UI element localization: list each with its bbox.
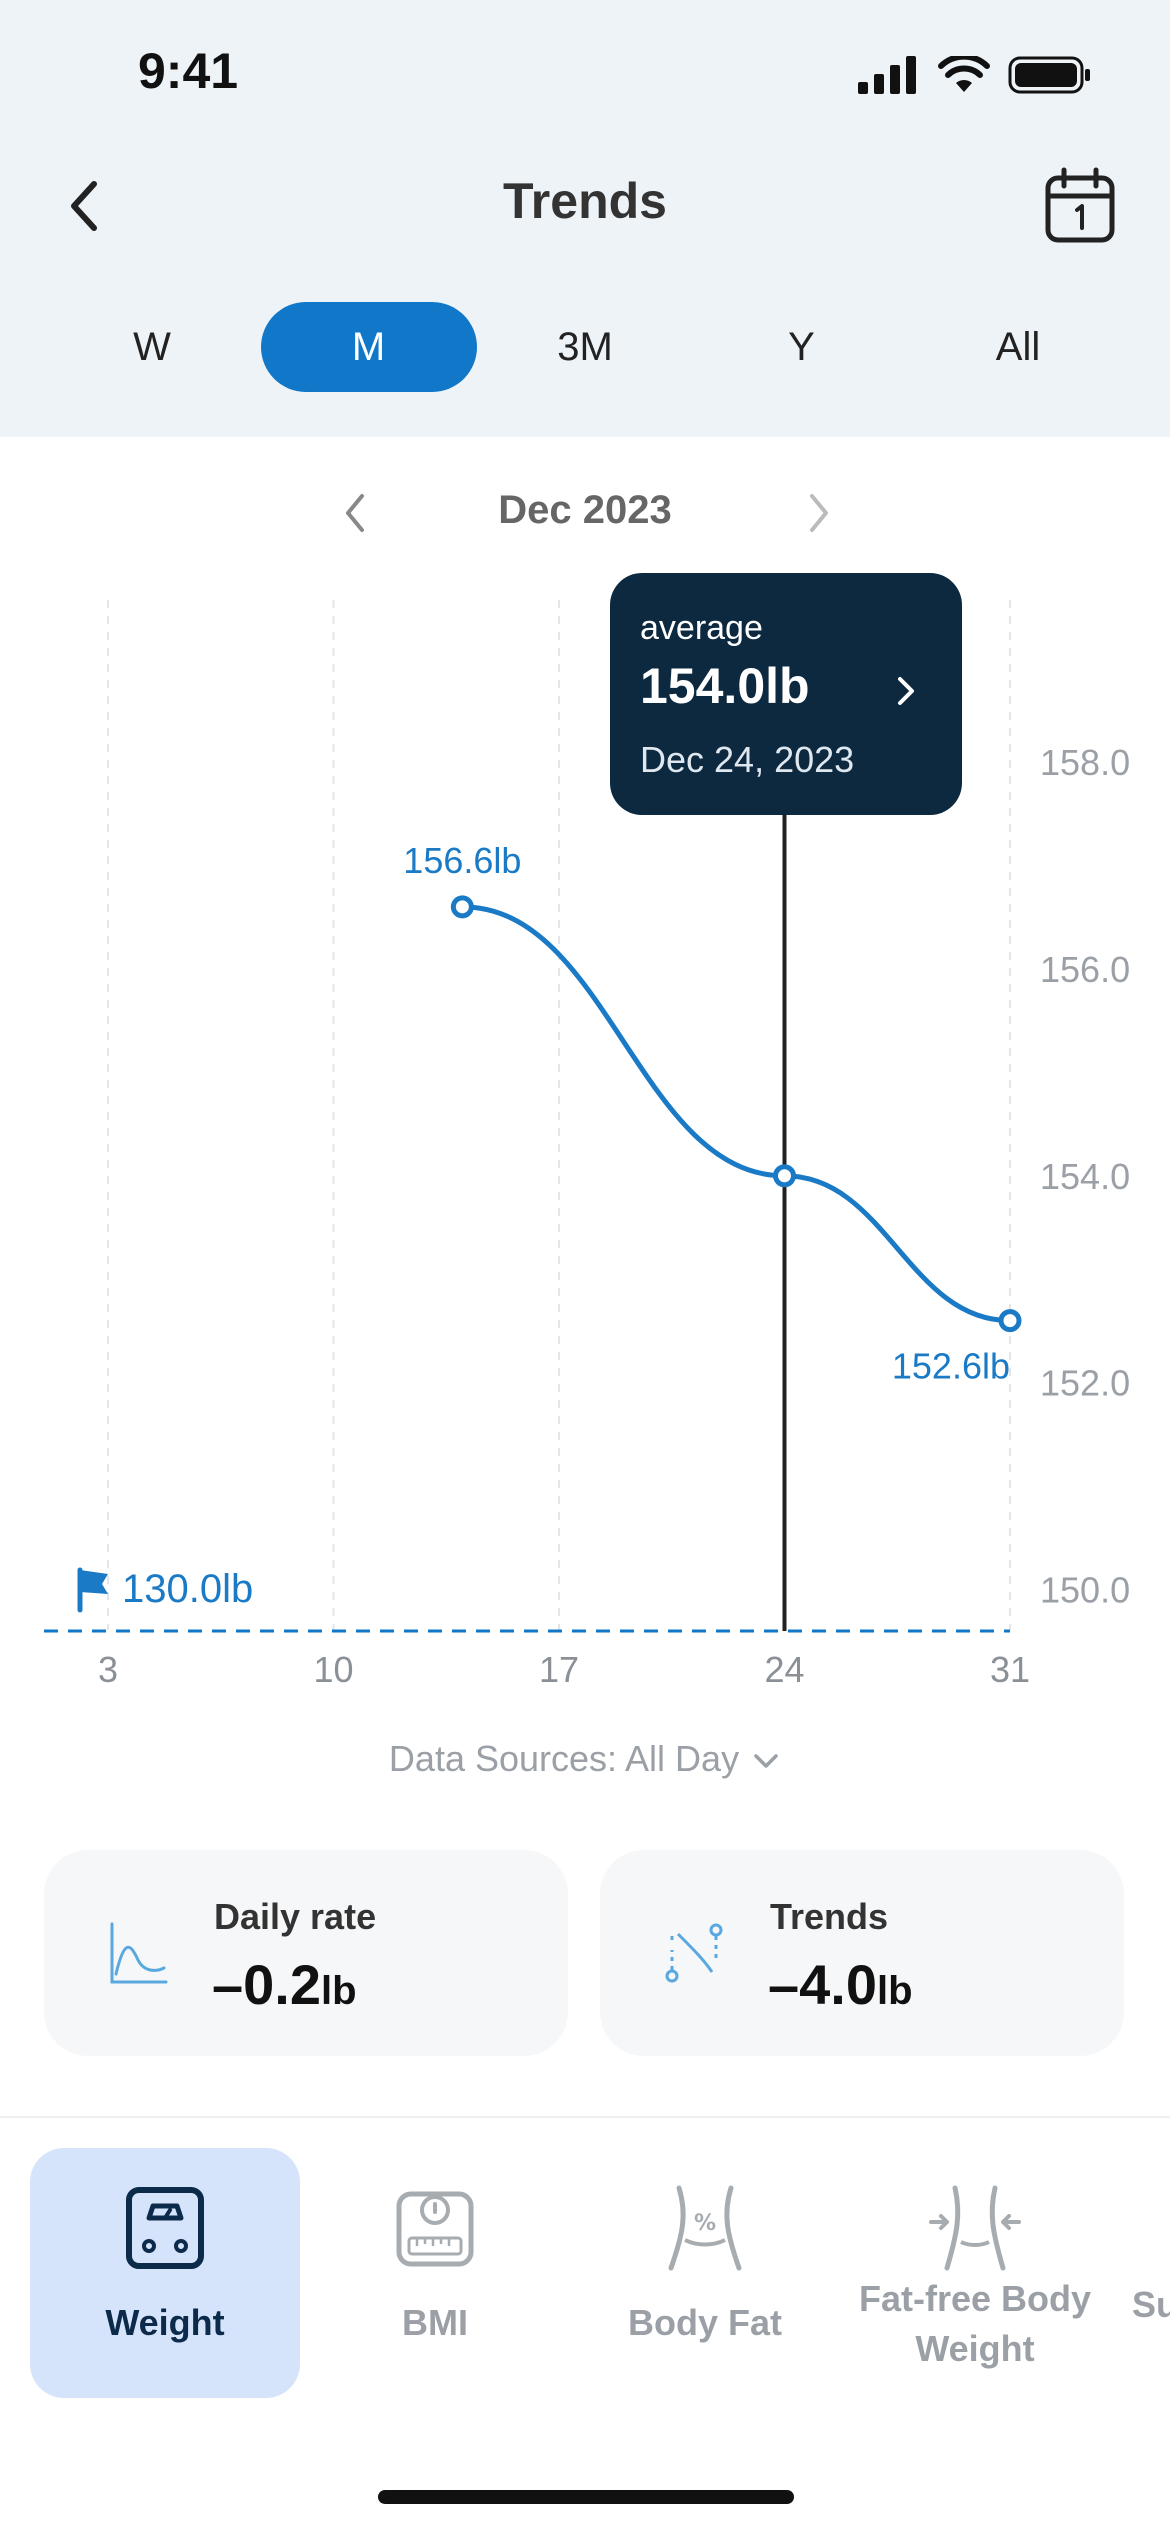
daily-rate-value: –0.2lb <box>212 1952 357 2017</box>
range-tab-m[interactable]: M <box>260 302 477 392</box>
goal-label: 130.0lb <box>122 1567 253 1611</box>
trends-title: Trends <box>770 1896 889 1937</box>
metric-tab-body-fat[interactable]: % Body Fat <box>570 2148 840 2398</box>
x-tick-label: 10 <box>313 1649 353 1690</box>
data-sources-dropdown[interactable]: Data Sources: All Day <box>0 1738 1170 1780</box>
metric-label: Fat-free Body Weight <box>858 2278 1092 2369</box>
chevron-right-icon <box>898 677 914 705</box>
tooltip-date: Dec 24, 2023 <box>640 739 855 780</box>
metric-label: Weight <box>105 2302 225 2343</box>
metric-tab-partial[interactable]: Su <box>1132 2284 1170 2325</box>
rate-chart-icon <box>110 1922 168 1984</box>
daily-rate-number: –0.2 <box>212 1953 321 2016</box>
range-tab-y[interactable]: Y <box>788 324 815 369</box>
trends-number: –4.0 <box>768 1953 877 2016</box>
y-tick-label: 150.0 <box>1040 1570 1130 1611</box>
calendar-button[interactable] <box>1044 166 1116 244</box>
range-tab-w[interactable]: W <box>133 324 171 369</box>
data-point <box>450 895 474 919</box>
daily-rate-unit: lb <box>321 1969 357 2013</box>
daily-rate-title: Daily rate <box>214 1896 377 1937</box>
trends-card[interactable]: Trends –4.0lb <box>600 1850 1124 2056</box>
next-month-button[interactable] <box>796 488 840 538</box>
metric-tab-bmi[interactable]: BMI <box>300 2148 570 2398</box>
y-tick-label: 158.0 <box>1040 742 1130 783</box>
y-tick-label: 154.0 <box>1040 1156 1130 1197</box>
status-icons <box>858 56 1092 94</box>
range-tab-3m[interactable]: 3M <box>557 324 613 369</box>
range-tab-all[interactable]: All <box>995 324 1041 369</box>
home-indicator <box>378 2490 794 2504</box>
data-point <box>998 1309 1022 1333</box>
x-tick-label: 17 <box>539 1649 579 1690</box>
calendar-icon <box>1045 167 1115 243</box>
trend-path-icon <box>665 1923 723 1983</box>
svg-text:%: % <box>694 2211 716 2236</box>
series-line <box>459 904 1013 1324</box>
status-time: 9:41 <box>138 43 239 99</box>
wifi-icon <box>938 56 990 92</box>
waist-compress-icon <box>929 2185 1021 2271</box>
tooltip-value: 154.0lb <box>640 658 810 714</box>
battery-icon <box>1008 56 1090 94</box>
cellular-signal-icon <box>858 56 916 94</box>
data-label: 152.6lb <box>892 1346 1010 1387</box>
chevron-left-icon <box>346 494 364 532</box>
chevron-right-icon <box>810 494 828 532</box>
x-tick-label: 31 <box>990 1649 1030 1690</box>
chevron-down-icon <box>754 1754 778 1769</box>
data-label: 156.6lb <box>403 840 521 881</box>
data-point <box>773 1164 796 1188</box>
back-button[interactable] <box>56 178 112 234</box>
month-navigator: Dec 2023 <box>0 478 1170 548</box>
metric-label: BMI <box>402 2302 468 2343</box>
page-title: Trends <box>503 173 667 229</box>
previous-month-button[interactable] <box>334 488 378 538</box>
trends-value: –4.0lb <box>768 1952 913 2017</box>
waist-percent-icon: % <box>668 2185 742 2271</box>
bmi-scale-icon <box>396 2191 474 2267</box>
weight-trend-chart[interactable]: 158.0 156.0 154.0 152.0 150.0 3 10 17 24 31 156.6l… <box>0 0 1170 1720</box>
x-tick-label: 3 <box>98 1649 118 1690</box>
data-sources-label: Data Sources: All Day <box>388 1738 740 1779</box>
range-selector: W M 3M Y All <box>44 302 1126 392</box>
chevron-left-icon <box>71 181 97 231</box>
flag-icon-body <box>80 1570 108 1594</box>
metric-label: Body Fat <box>627 2302 782 2343</box>
x-tick-label: 24 <box>764 1649 804 1690</box>
daily-rate-card[interactable]: Daily rate –0.2lb <box>44 1850 568 2056</box>
y-tick-label: 152.0 <box>1040 1363 1130 1404</box>
header-area: 9:41 Trends <box>0 0 1170 437</box>
metric-tab-fat-free-body-weight[interactable]: Fat-free Body Weight <box>840 2148 1110 2398</box>
y-tick-label: 156.0 <box>1040 949 1130 990</box>
metric-tab-weight[interactable]: Weight <box>30 2148 300 2398</box>
metric-tab-bar: Weight BMI % Body Fat <box>0 2116 1170 2534</box>
trends-unit: lb <box>877 1969 913 2013</box>
month-label: Dec 2023 <box>498 488 672 532</box>
tooltip-label: average <box>640 609 763 647</box>
scale-icon <box>126 2187 204 2269</box>
average-tooltip[interactable]: average 154.0lb Dec 24, 2023 <box>610 573 962 815</box>
